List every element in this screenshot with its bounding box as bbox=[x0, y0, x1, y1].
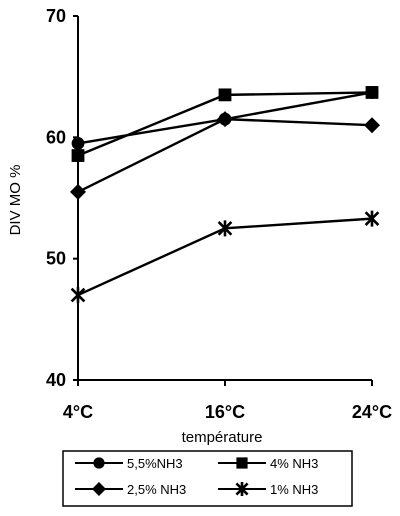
data-point-1-nh3 bbox=[217, 220, 233, 237]
y-tick-labels: 40 50 60 70 bbox=[46, 6, 78, 390]
x-tick-label: 24°C bbox=[352, 402, 392, 422]
data-point-4-nh3 bbox=[365, 86, 379, 99]
series-line-2-5-nh3 bbox=[77, 117, 373, 194]
data-point-5-5-nh3 bbox=[71, 137, 85, 150]
legend-label-1-nh3: 1% NH3 bbox=[270, 482, 318, 497]
legend-box bbox=[62, 450, 353, 507]
legend-label-2-5-nh3: 2,5% NH3 bbox=[127, 482, 186, 497]
data-point-2-5-nh3 bbox=[70, 183, 86, 200]
data-point-2-5-nh3 bbox=[364, 117, 380, 134]
data-point-1-nh3 bbox=[70, 287, 86, 304]
x-axis-title: température bbox=[182, 429, 263, 446]
y-tick-label: 40 bbox=[46, 370, 66, 390]
y-tick-label: 50 bbox=[46, 249, 66, 269]
x-tick-labels: 4°C 16°C 24°C bbox=[63, 380, 392, 422]
legend-label-5-5-nh3: 5,5%NH3 bbox=[127, 456, 183, 471]
y-axis-title: DIV MO % bbox=[7, 165, 24, 236]
legend-marker-5-5-nh3 bbox=[93, 457, 105, 469]
x-tick-label: 16°C bbox=[205, 402, 245, 422]
legend-marker-2-5-nh3 bbox=[92, 482, 106, 496]
data-point-1-nh3 bbox=[364, 210, 380, 227]
legend-label-4-nh3: 4% NH3 bbox=[270, 456, 318, 471]
y-tick-label: 60 bbox=[46, 127, 66, 147]
legend: 5,5%NH3 4% NH3 2,5% NH3 1% NH3 bbox=[62, 450, 353, 507]
legend-marker-1-nh3 bbox=[235, 482, 249, 496]
data-point-4-nh3 bbox=[71, 149, 85, 162]
data-point-4-nh3 bbox=[218, 88, 232, 102]
legend-marker-4-nh3 bbox=[236, 457, 248, 469]
data-point-2-5-nh3 bbox=[217, 111, 233, 128]
y-tick-label: 70 bbox=[46, 6, 66, 26]
series-lines bbox=[70, 86, 380, 304]
x-tick-label: 4°C bbox=[63, 402, 93, 422]
